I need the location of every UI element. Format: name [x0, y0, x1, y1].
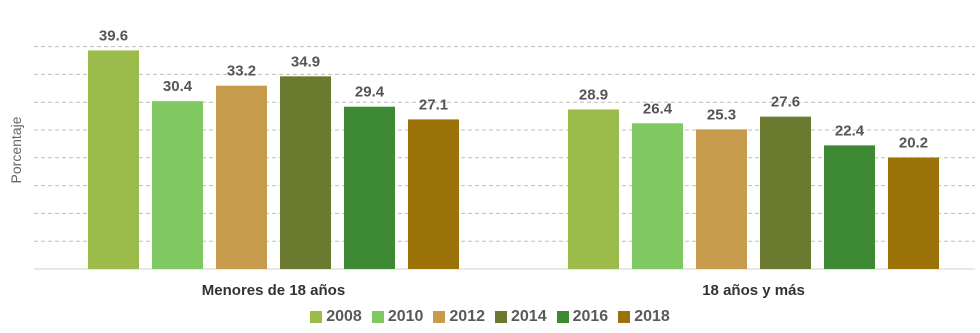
- bar-2012-2: [696, 129, 747, 269]
- bar-2018-1: [408, 119, 459, 270]
- bar-2016-2: [824, 145, 875, 269]
- legend-label: 2010: [387, 308, 424, 325]
- legend-label: 2014: [511, 308, 547, 325]
- legend-item-2012: 2012: [433, 308, 485, 326]
- data-label: 27.6: [771, 94, 800, 111]
- y-axis-label: Porcentaje: [8, 116, 24, 183]
- bar-2018-2: [888, 157, 939, 269]
- legend-swatch: [618, 311, 631, 323]
- bar-2010-2: [632, 123, 683, 269]
- bar-2014-2: [760, 116, 811, 269]
- legend-item-2010: 2010: [371, 308, 424, 326]
- legend-item-2018: 2018: [618, 308, 670, 326]
- bar-2008-2: [568, 109, 619, 269]
- category-label: 18 años y más: [702, 282, 805, 299]
- data-label: 26.4: [643, 100, 673, 117]
- data-label: 30.4: [163, 78, 193, 95]
- legend-item-2014: 2014: [495, 308, 547, 326]
- bar-2010-1: [152, 101, 203, 269]
- legend-swatch: [495, 311, 507, 323]
- data-label: 22.4: [835, 122, 865, 139]
- bar-2012-1: [216, 85, 267, 270]
- legend-label: 2016: [572, 308, 609, 325]
- bar-2014-1: [280, 76, 331, 270]
- legend-swatch: [433, 311, 446, 323]
- legend-item-2008: 2008: [310, 308, 362, 326]
- data-label: 39.6: [99, 27, 128, 44]
- legend-item-2016: 2016: [556, 308, 609, 326]
- data-label: 33.2: [227, 63, 256, 80]
- data-label: 29.4: [355, 84, 385, 101]
- category-label: Menores de 18 años: [202, 282, 345, 299]
- legend-label: 2012: [449, 308, 485, 325]
- data-label: 20.2: [899, 134, 928, 151]
- chart-legend: 2008 2010 2012 2014 2016 2018: [0, 308, 980, 326]
- data-label: 34.9: [291, 53, 320, 70]
- legend-swatch: [556, 311, 569, 323]
- data-label: 25.3: [707, 106, 736, 123]
- data-label: 28.9: [579, 86, 608, 103]
- bar-2008-1: [88, 50, 139, 269]
- legend-swatch: [371, 311, 384, 323]
- data-label: 27.1: [419, 96, 448, 113]
- bar-2016-1: [344, 106, 395, 269]
- legend-swatch: [310, 311, 323, 323]
- legend-label: 2008: [326, 308, 362, 325]
- legend-label: 2018: [634, 308, 670, 325]
